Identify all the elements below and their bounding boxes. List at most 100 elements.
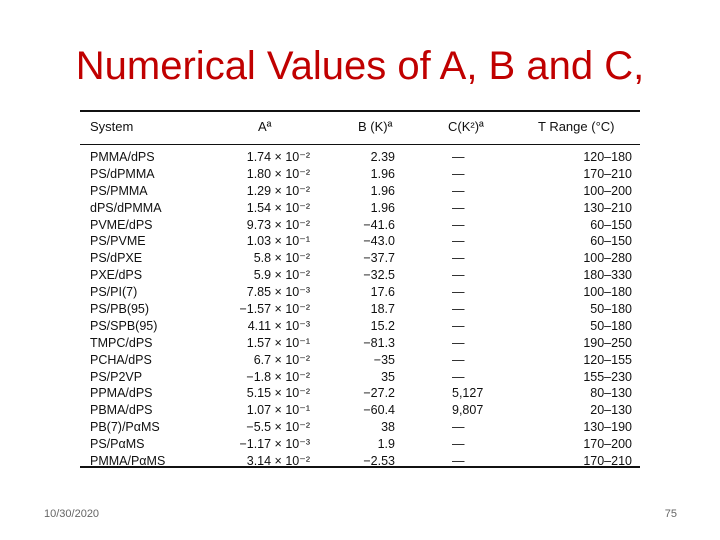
cell-c: — [452,268,465,283]
cell-a: 7.85 × 10⁻³ [246,285,310,300]
cell-b: −32.5 [363,268,395,283]
cell-b: −43.0 [363,234,395,249]
cell-a: 6.7 × 10⁻² [253,352,310,367]
slide-page-number: 75 [664,508,677,520]
cell-system: PMMA/PαMS [90,454,166,469]
table-body: PMMA/dPS 1.74 × 10⁻² 2.39 — 120–180 PS/dPMMA 1… [80,149,640,470]
cell-t-range: 50–180 [590,318,632,333]
cell-b: 1.96 [370,183,395,198]
cell-b: −35 [373,352,395,367]
cell-b: 38 [381,420,395,435]
table-row: dPS/dPMMA 1.54 × 10⁻² 1.96 — 130–210 [80,200,640,217]
table-row: PBMA/dPS 1.07 × 10⁻¹ −60.4 9,807 20–130 [80,402,640,419]
cell-c: — [452,234,465,249]
cell-system: PS/P2VP [90,369,143,384]
table-row: TMPC/dPS 1.57 × 10⁻¹ −81.3 — 190–250 [80,335,640,352]
cell-t-range: 80–130 [590,386,632,401]
table-header-rule [80,144,640,145]
table-row: PCHA/dPS 6.7 × 10⁻² −35 — 120–155 [80,352,640,369]
header-c: C(K²)ª [448,119,484,134]
cell-a: 1.74 × 10⁻² [246,150,310,164]
cell-a: 3.14 × 10⁻² [246,454,310,469]
cell-c: — [452,200,465,215]
table-row: PMMA/PαMS 3.14 × 10⁻² −2.53 — 170–210 [80,453,640,470]
cell-c: — [452,150,465,164]
cell-system: PCHA/dPS [90,352,152,367]
cell-t-range: 120–155 [583,352,632,367]
cell-a: 4.11 × 10⁻³ [247,318,310,333]
cell-system: TMPC/dPS [90,335,153,350]
table-row: PXE/dPS 5.9 × 10⁻² −32.5 — 180–330 [80,267,640,284]
table-row: PB(7)/PαMS −5.5 × 10⁻² 38 — 130–190 [80,419,640,436]
cell-c: — [452,285,465,300]
cell-c: — [452,251,465,266]
cell-a: −5.5 × 10⁻² [246,420,310,435]
cell-t-range: 190–250 [583,335,632,350]
cell-system: PPMA/dPS [90,386,153,401]
cell-system: PS/PαMS [90,437,145,452]
cell-a: −1.57 × 10⁻² [239,302,310,317]
cell-t-range: 170–200 [583,437,632,452]
cell-t-range: 60–150 [590,234,632,249]
cell-c: — [452,183,465,198]
cell-b: 17.6 [370,285,395,300]
cell-t-range: 60–150 [590,217,632,232]
cell-system: PS/dPXE [90,251,143,266]
cell-system: PS/PMMA [90,183,148,198]
cell-t-range: 170–210 [583,166,632,181]
cell-system: PS/SPB(95) [90,318,158,333]
cell-system: PXE/dPS [90,268,143,283]
cell-t-range: 130–190 [583,420,632,435]
table-row: PS/PαMS −1.17 × 10⁻³ 1.9 — 170–200 [80,436,640,453]
cell-b: −60.4 [363,403,395,418]
table-row: PS/PMMA 1.29 × 10⁻² 1.96 — 100–200 [80,183,640,200]
cell-c: — [452,437,465,452]
cell-t-range: 170–210 [583,454,632,469]
table-top-rule [80,110,640,112]
cell-t-range: 180–330 [583,268,632,283]
cell-t-range: 50–180 [590,302,632,317]
cell-b: −27.2 [363,386,395,401]
table-row: PS/PB(95) −1.57 × 10⁻² 18.7 — 50–180 [80,301,640,318]
cell-a: 1.03 × 10⁻¹ [246,234,310,249]
cell-a: 5.8 × 10⁻² [253,251,310,266]
header-a: Aª [258,119,272,134]
cell-system: PMMA/dPS [90,150,155,164]
table-row: PS/dPXE 5.8 × 10⁻² −37.7 — 100–280 [80,250,640,267]
slide-title: Numerical Values of A, B and C, [75,44,645,88]
cell-b: 18.7 [370,302,395,317]
cell-c: — [452,166,465,181]
cell-b: −2.53 [363,454,395,469]
cell-b: 1.9 [377,437,395,452]
table-row: PS/PVME 1.03 × 10⁻¹ −43.0 — 60–150 [80,233,640,250]
cell-c: — [452,420,465,435]
table-row: PMMA/dPS 1.74 × 10⁻² 2.39 — 120–180 [80,149,640,166]
cell-a: 5.15 × 10⁻² [246,386,310,401]
cell-system: PVME/dPS [90,217,153,232]
header-system: System [90,119,134,134]
cell-c: — [452,454,465,469]
cell-t-range: 20–130 [590,403,632,418]
cell-system: dPS/dPMMA [90,200,162,215]
cell-a: 1.80 × 10⁻² [246,166,310,181]
cell-t-range: 155–230 [583,369,632,384]
cell-t-range: 100–200 [583,183,632,198]
cell-b: 2.39 [370,150,395,164]
cell-system: PS/PI(7) [90,285,138,300]
cell-b: −81.3 [363,335,395,350]
cell-t-range: 100–180 [583,285,632,300]
cell-a: 5.9 × 10⁻² [253,268,310,283]
table-row: PS/PI(7) 7.85 × 10⁻³ 17.6 — 100–180 [80,284,640,301]
header-b: B (K)ª [358,119,393,134]
cell-a: −1.8 × 10⁻² [246,369,310,384]
cell-system: PB(7)/PαMS [90,420,160,435]
cell-c: — [452,318,465,333]
table-row: PS/dPMMA 1.80 × 10⁻² 1.96 — 170–210 [80,166,640,183]
cell-a: 1.54 × 10⁻² [246,200,310,215]
slide-date: 10/30/2020 [44,508,100,520]
cell-c: — [452,352,465,367]
header-t-range: T Range (°C) [538,119,615,134]
cell-a: −1.17 × 10⁻³ [239,437,310,452]
table-row: PS/P2VP −1.8 × 10⁻² 35 — 155–230 [80,369,640,386]
cell-b: −37.7 [363,251,395,266]
